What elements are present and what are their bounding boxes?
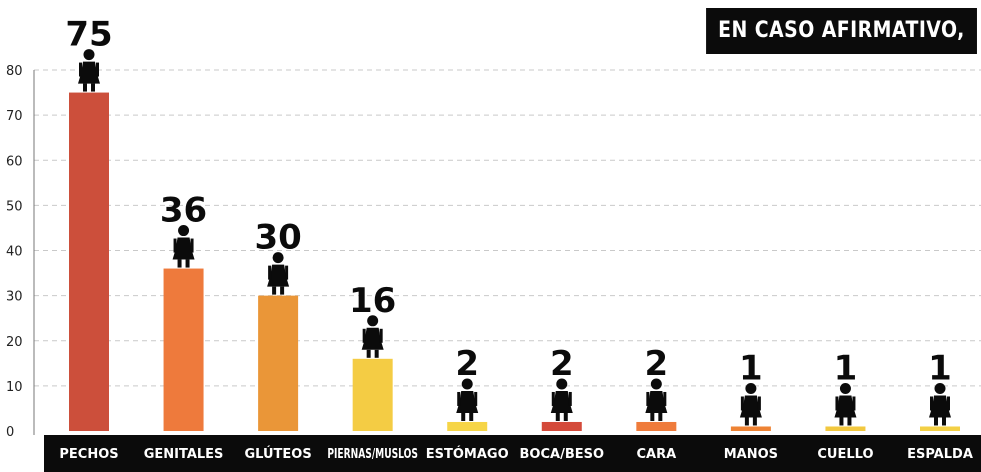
data-label: 2 <box>644 344 668 384</box>
category-label: GLÚTEOS <box>245 446 312 462</box>
bar <box>69 92 109 431</box>
y-axis: 0 10 20 30 40 50 60 70 80 <box>6 64 35 440</box>
category-band <box>44 435 981 472</box>
category-label: PIERNAS/MUSLOS <box>327 447 418 462</box>
data-label: 1 <box>739 348 763 388</box>
bar <box>163 268 204 431</box>
y-tick-label: 20 <box>6 335 23 350</box>
data-label: 30 <box>254 218 301 258</box>
category-label: ESPALDA <box>907 447 973 462</box>
woman-figure-icon <box>361 315 384 358</box>
y-tick-label: 10 <box>6 380 23 395</box>
y-tick-label: 70 <box>6 109 23 124</box>
y-tick-label: 50 <box>6 199 23 214</box>
category-label: BOCA/BESO <box>520 447 605 462</box>
woman-figure-icon <box>78 49 100 92</box>
category-label: CARA <box>636 447 676 462</box>
woman-figure-icon <box>550 378 573 421</box>
category-label: CUELLO <box>817 447 873 462</box>
woman-figure-icon <box>834 382 857 426</box>
bar <box>825 426 866 431</box>
category-label: ESTÓMAGO <box>426 446 509 462</box>
data-label: 75 <box>65 15 112 55</box>
bar <box>920 426 960 431</box>
category-label: GENITALES <box>144 447 224 462</box>
bar <box>447 421 488 431</box>
y-tick-label: 0 <box>6 425 14 440</box>
bar <box>258 295 299 431</box>
category-label: PECHOS <box>59 447 118 462</box>
data-label: 1 <box>834 348 858 388</box>
category-label: MANOS <box>724 447 778 462</box>
y-tick-label: 60 <box>6 154 23 169</box>
data-label: 16 <box>349 281 396 321</box>
y-tick-label: 80 <box>6 64 23 79</box>
data-label: 2 <box>455 344 479 384</box>
woman-figure-icon <box>929 382 951 426</box>
woman-figure-icon <box>456 378 479 421</box>
y-tick-label: 40 <box>6 245 23 260</box>
woman-figure-icon <box>267 252 290 295</box>
data-label: 2 <box>550 344 574 384</box>
woman-figure-icon <box>645 378 668 421</box>
data-label: 1 <box>928 348 952 388</box>
chart-title: EN CASO AFIRMATIVO, <box>706 8 977 54</box>
y-tick-label: 30 <box>6 290 23 305</box>
bar <box>730 426 771 431</box>
woman-figure-icon <box>739 382 762 426</box>
data-label: 36 <box>160 191 207 231</box>
bar <box>352 358 393 431</box>
bar <box>636 421 677 431</box>
bar <box>541 421 582 431</box>
woman-figure-icon <box>172 225 195 268</box>
category-labels: PECHOS GENITALES GLÚTEOS PIERNAS/MUSLOS ESTÓ… <box>44 435 981 472</box>
bars: 75 36 30 16 2 2 2 1 1 1 <box>65 15 960 431</box>
